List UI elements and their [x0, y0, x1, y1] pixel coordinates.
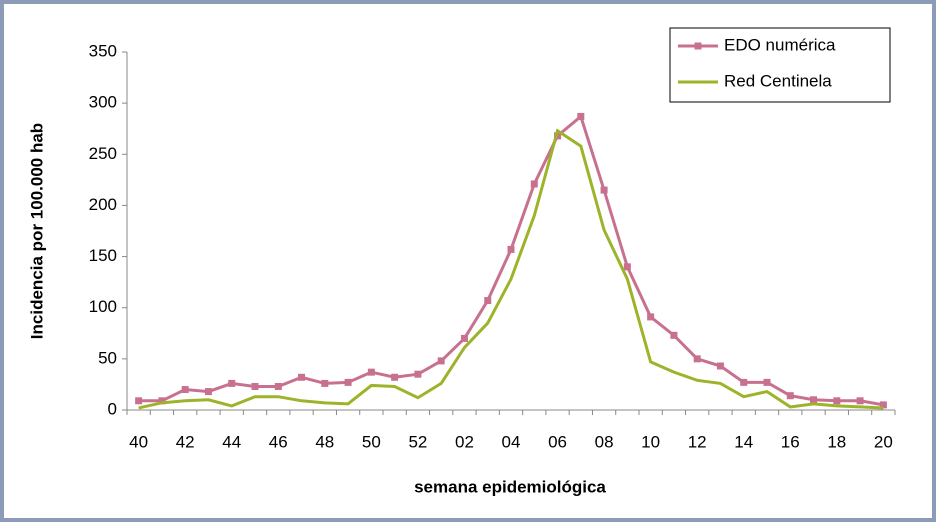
x-tick-label: 12 [688, 432, 707, 451]
x-tick-label: 18 [827, 432, 846, 451]
x-tick-label: 46 [269, 432, 288, 451]
point [740, 378, 748, 386]
point [181, 386, 189, 394]
x-tick-label: 10 [641, 432, 660, 451]
x-tick-label: 02 [455, 432, 474, 451]
point [228, 379, 236, 387]
x-axis-title: semana epidemiológica [414, 477, 606, 496]
point [833, 397, 841, 405]
point [530, 180, 538, 188]
y-tick-label: 100 [89, 297, 117, 316]
legend-label: Red Centinela [724, 71, 832, 90]
point [693, 355, 701, 363]
point [484, 297, 492, 305]
y-tick-label: 150 [89, 246, 117, 265]
y-tick-label: 350 [89, 41, 117, 60]
x-tick-label: 14 [734, 432, 753, 451]
x-tick-label: 48 [315, 432, 334, 451]
x-tick-label: 20 [874, 432, 893, 451]
point [670, 331, 678, 339]
point [763, 378, 771, 386]
x-tick-label: 06 [548, 432, 567, 451]
x-tick-label: 50 [362, 432, 381, 451]
point [460, 334, 468, 342]
point [274, 382, 282, 390]
point [251, 382, 259, 390]
point [135, 397, 143, 405]
x-tick-label: 04 [502, 432, 521, 451]
y-tick-label: 200 [89, 195, 117, 214]
point [158, 397, 166, 405]
point [577, 112, 585, 120]
legend-box [669, 27, 891, 103]
point [600, 186, 608, 194]
point [344, 378, 352, 386]
series-line [138, 128, 884, 410]
x-tick-label: 44 [222, 432, 241, 451]
point [204, 388, 212, 396]
point [786, 392, 794, 400]
point [298, 373, 306, 381]
point [507, 245, 515, 253]
point [391, 373, 399, 381]
x-tick-label: 42 [176, 432, 195, 451]
point [414, 370, 422, 378]
y-tick-label: 0 [108, 399, 117, 418]
x-tick-label: 40 [129, 432, 148, 451]
legend-label: EDO numérica [724, 35, 836, 54]
point [321, 379, 329, 387]
legend-marker [694, 42, 702, 50]
y-tick-label: 250 [89, 144, 117, 163]
point [879, 401, 887, 409]
point [437, 357, 445, 365]
point [647, 313, 655, 321]
x-tick-label: 16 [781, 432, 800, 451]
point [810, 396, 818, 404]
y-tick-label: 50 [98, 348, 117, 367]
point [367, 368, 375, 376]
y-axis-title: Incidencia por 100.000 hab [27, 123, 46, 339]
point [856, 397, 864, 405]
x-tick-label: 52 [408, 432, 427, 451]
x-tick-label: 08 [595, 432, 614, 451]
y-tick-label: 300 [89, 93, 117, 112]
point [623, 263, 631, 271]
point [716, 362, 724, 370]
